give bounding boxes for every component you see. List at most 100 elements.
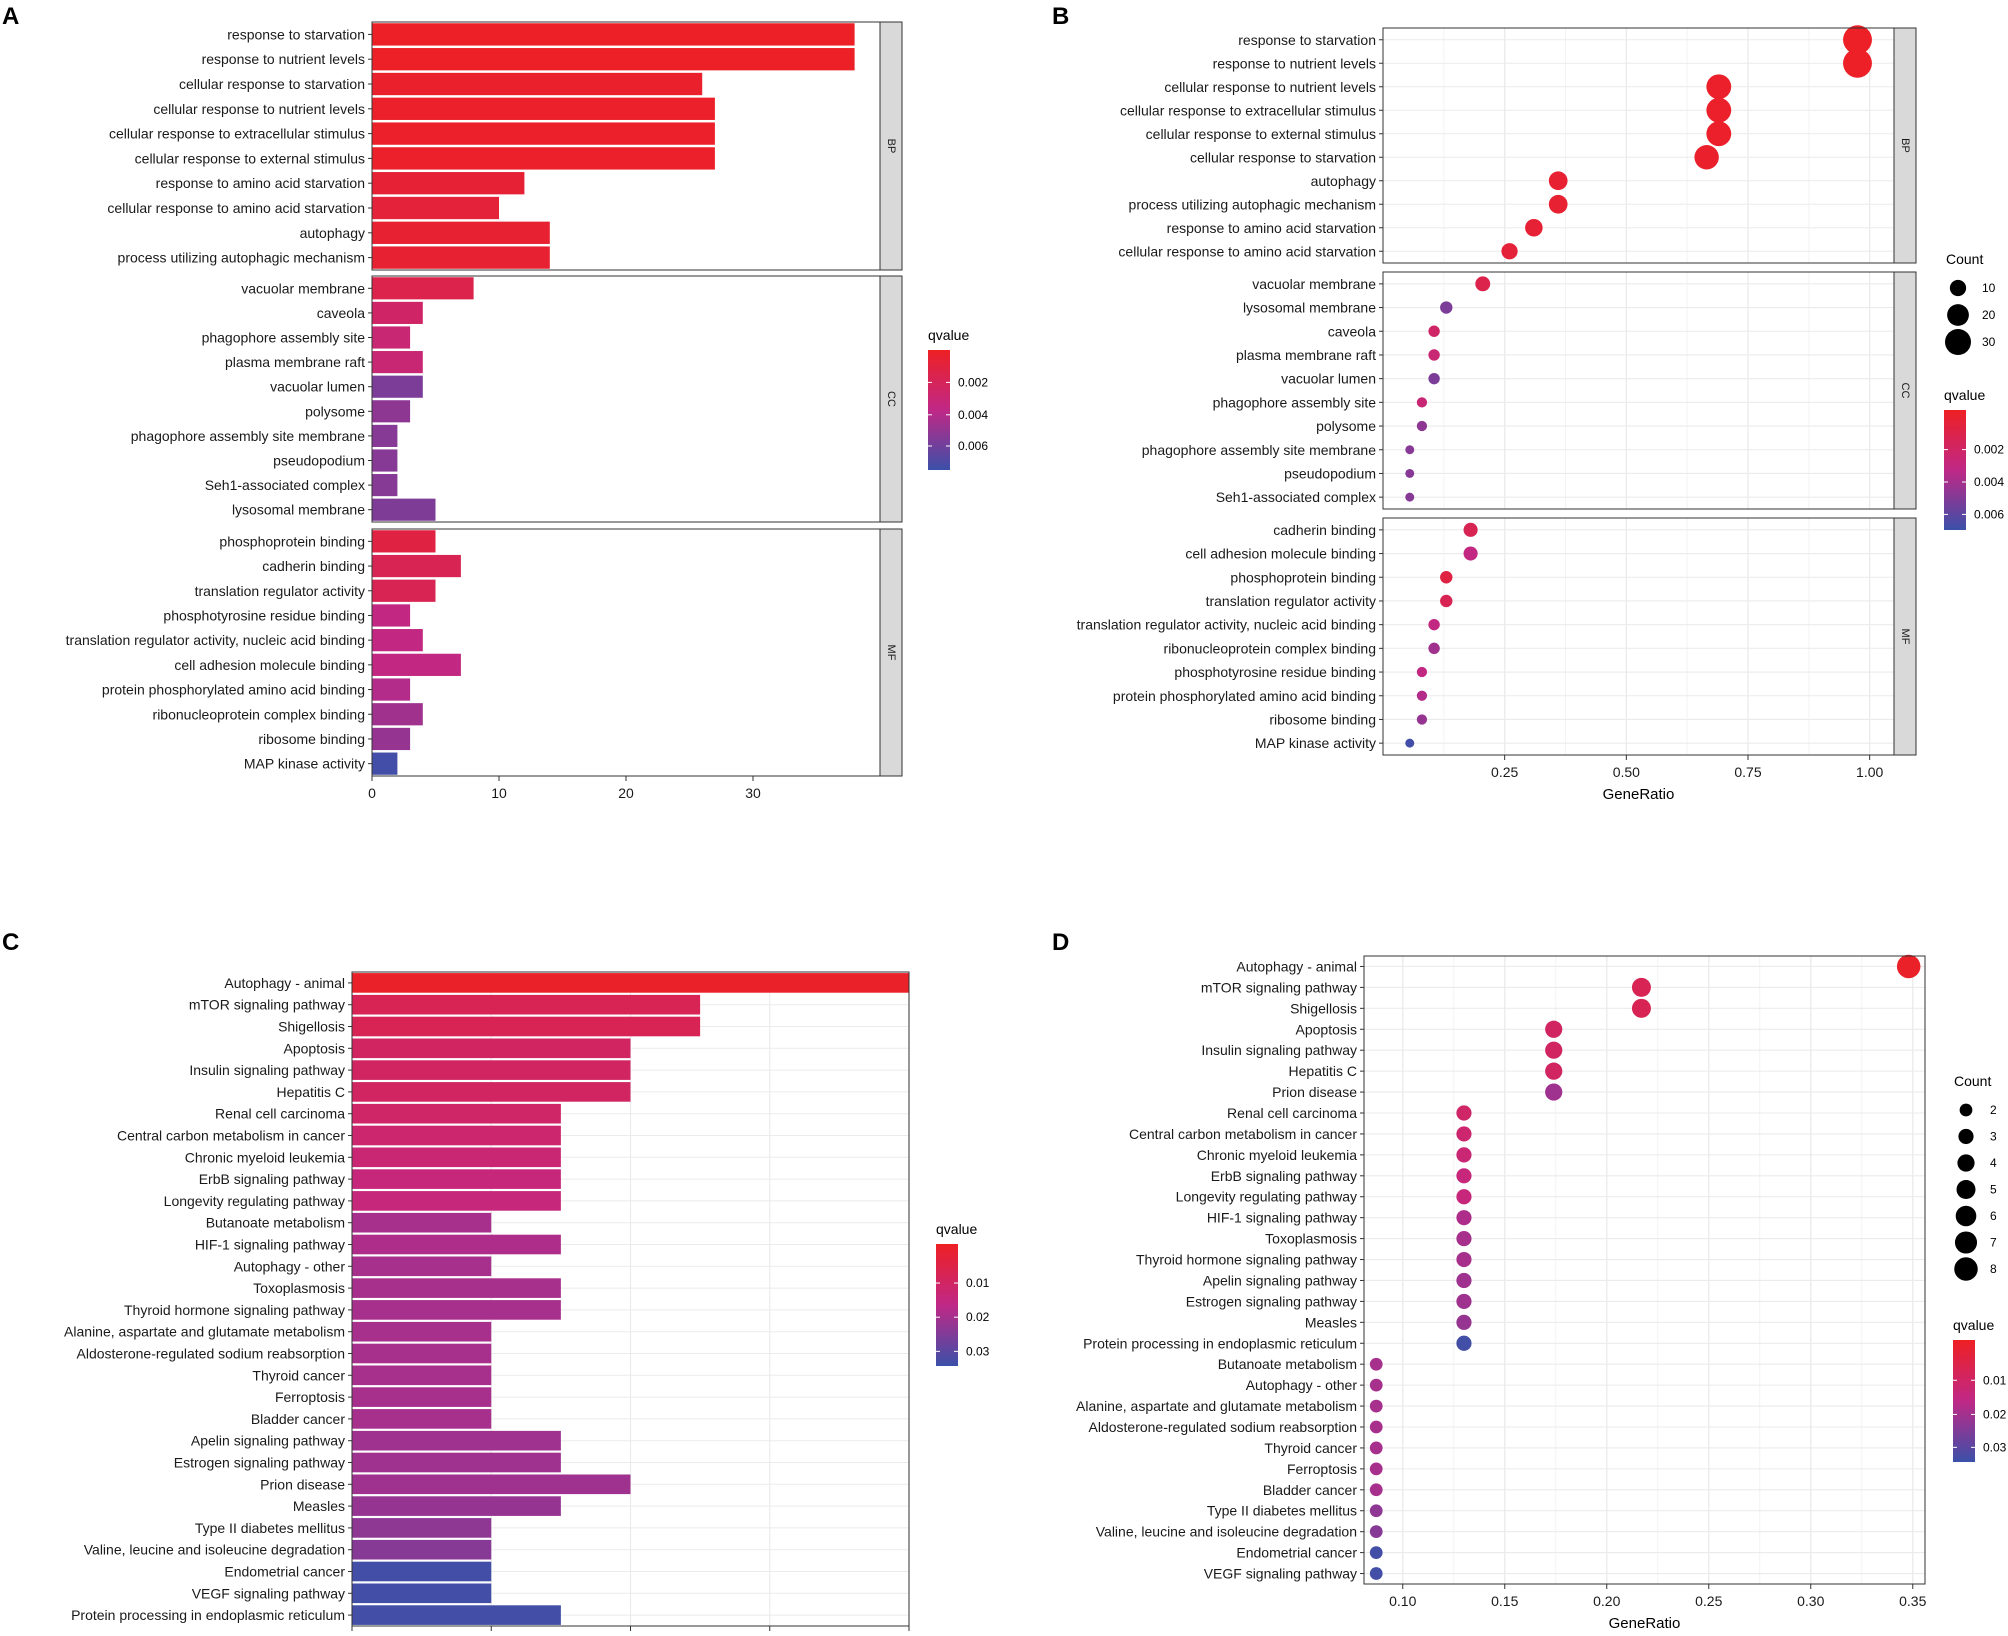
- qvalue-legend-title: qvalue: [936, 1221, 977, 1237]
- qvalue-colorbar: [1953, 1340, 1975, 1462]
- x-axis-title: GeneRatio: [1609, 1615, 1681, 1632]
- facet-strip-label-mf: MF: [885, 645, 897, 661]
- x-tick-label: 0.10: [1389, 1593, 1416, 1609]
- category-label: phagophore assembly site membrane: [1142, 442, 1376, 458]
- colorbar-tick-label: 0.01: [1983, 1373, 2007, 1387]
- count-legend-label: 10: [1982, 281, 1996, 295]
- data-point: [1405, 468, 1415, 478]
- data-point: [1416, 397, 1428, 408]
- data-point: [1456, 1168, 1472, 1184]
- panel-a-bar-chart: response to starvation response to nutrie…: [66, 21, 988, 801]
- category-label: Bladder cancer: [1263, 1482, 1358, 1498]
- x-tick-label: 0.20: [1593, 1593, 1620, 1609]
- data-point: [1369, 1378, 1383, 1392]
- count-legend-dot: [1958, 1128, 1974, 1145]
- category-label: Estrogen signaling pathway: [174, 1455, 345, 1471]
- category-label: Hepatitis C: [277, 1084, 345, 1100]
- category-label: phagophore assembly site: [202, 330, 366, 346]
- category-label: plasma membrane raft: [1236, 347, 1376, 363]
- category-label: Prion disease: [260, 1476, 345, 1492]
- count-legend-dot: [1949, 279, 1967, 297]
- category-label: phagophore assembly site membrane: [131, 428, 365, 444]
- category-label: Shigellosis: [1290, 1000, 1357, 1016]
- bar: [352, 1256, 492, 1277]
- category-label: mTOR signaling pathway: [1201, 979, 1357, 995]
- facet-strip: [1893, 271, 1917, 510]
- category-label: HIF-1 signaling pathway: [195, 1237, 345, 1253]
- category-label: ribonucleoprotein complex binding: [1164, 640, 1376, 656]
- category-label: cellular response to starvation: [1190, 149, 1376, 165]
- category-label: lysosomal membrane: [232, 502, 365, 518]
- bar: [352, 1605, 561, 1625]
- category-label: cellular response to starvation: [179, 76, 365, 92]
- category-label: caveola: [317, 305, 365, 321]
- category-label: polysome: [305, 403, 365, 419]
- category-label: cellular response to extracellular stimu…: [109, 126, 365, 142]
- category-label: Butanoate metabolism: [206, 1215, 345, 1231]
- data-point: [1545, 1083, 1563, 1101]
- data-point: [1416, 666, 1428, 678]
- qvalue-legend-title: qvalue: [1953, 1317, 1994, 1333]
- bar: [372, 72, 703, 96]
- category-label: Insulin signaling pathway: [189, 1062, 345, 1078]
- colorbar-tick-label: 0.02: [1983, 1407, 2007, 1421]
- category-label: Protein processing in endoplasmic reticu…: [1083, 1335, 1357, 1351]
- category-label: Ferroptosis: [1287, 1461, 1357, 1477]
- facet-strip: [879, 21, 903, 271]
- count-legend-label: 8: [1990, 1262, 1997, 1276]
- data-point: [1369, 1357, 1383, 1371]
- category-label: Apelin signaling pathway: [1203, 1272, 1357, 1288]
- qvalue-colorbar: [928, 350, 950, 470]
- category-label: Renal cell carcinoma: [215, 1106, 345, 1122]
- data-point: [1706, 74, 1732, 100]
- bar: [352, 1343, 492, 1364]
- colorbar-tick-label: 0.03: [1983, 1440, 2007, 1454]
- data-point: [1456, 1335, 1472, 1351]
- category-label: Longevity regulating pathway: [1176, 1189, 1357, 1205]
- category-label: cellular response to amino acid starvati…: [1118, 243, 1376, 259]
- x-tick-label: 0.75: [1734, 764, 1761, 780]
- category-label: translation regulator activity: [1206, 593, 1376, 609]
- bar: [352, 1191, 561, 1211]
- category-label: phosphoprotein binding: [1230, 569, 1376, 585]
- category-label: Bladder cancer: [251, 1411, 346, 1427]
- facet-strip-label-bp: BP: [1899, 138, 1911, 153]
- colorbar-tick-label: 0.02: [966, 1310, 990, 1324]
- bar: [352, 1474, 631, 1495]
- category-label: Insulin signaling pathway: [1201, 1042, 1357, 1058]
- category-label: ErbB signaling pathway: [199, 1171, 345, 1187]
- count-legend-label: 3: [1990, 1130, 1997, 1144]
- bar: [372, 604, 411, 627]
- bar: [372, 48, 855, 71]
- qvalue-legend-title: qvalue: [928, 327, 969, 343]
- data-point: [1548, 171, 1568, 191]
- category-label: protein phosphorylated amino acid bindin…: [102, 682, 365, 698]
- bar: [352, 1430, 561, 1451]
- category-label: autophagy: [300, 225, 365, 241]
- category-label: vacuolar membrane: [241, 280, 365, 296]
- plot-background: [1364, 956, 1925, 1584]
- category-label: Endometrial cancer: [224, 1564, 345, 1580]
- bar: [352, 1169, 561, 1189]
- category-label: cellular response to external stimulus: [135, 150, 365, 166]
- bar: [352, 1321, 492, 1342]
- category-label: protein phosphorylated amino acid bindin…: [1113, 688, 1376, 704]
- data-point: [1501, 243, 1518, 260]
- colorbar-tick-label: 0.03: [966, 1344, 990, 1358]
- category-label: phosphoprotein binding: [219, 533, 365, 549]
- category-label: phosphotyrosine residue binding: [1174, 664, 1376, 680]
- data-point: [1456, 1126, 1472, 1142]
- count-legend-dot: [1959, 1103, 1973, 1117]
- category-label: Butanoate metabolism: [1218, 1356, 1357, 1372]
- count-legend-dot: [1947, 304, 1969, 326]
- bar: [372, 678, 411, 701]
- bar: [352, 1147, 561, 1168]
- data-point: [1631, 998, 1651, 1018]
- bar: [352, 1234, 561, 1255]
- data-point: [1428, 349, 1440, 361]
- bar: [372, 530, 436, 553]
- category-label: ribonucleoprotein complex binding: [153, 706, 365, 722]
- category-label: Apelin signaling pathway: [191, 1433, 345, 1449]
- bar: [372, 351, 423, 374]
- category-label: phosphotyrosine residue binding: [163, 607, 365, 623]
